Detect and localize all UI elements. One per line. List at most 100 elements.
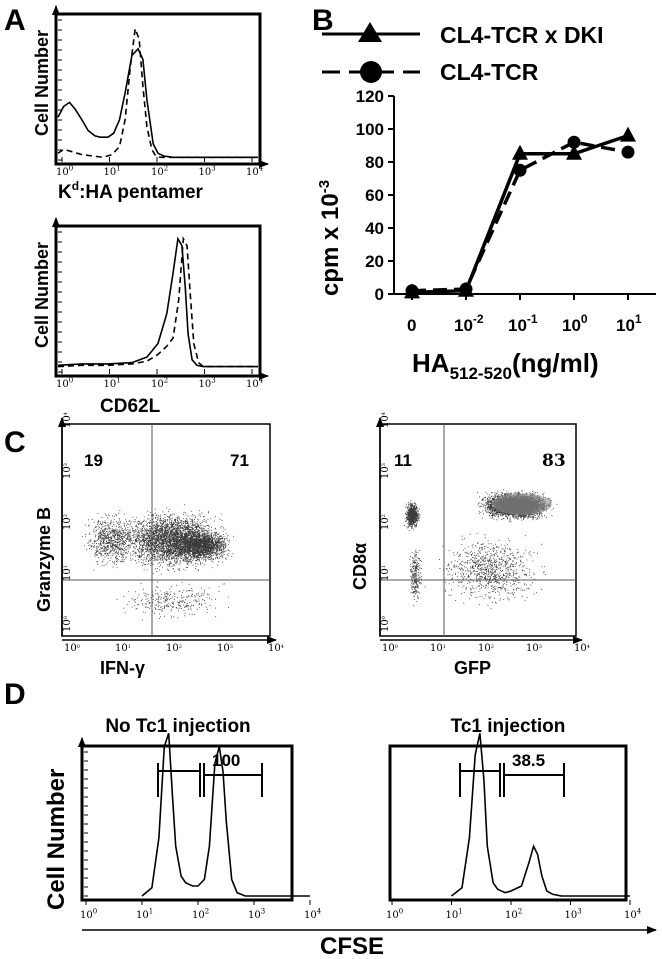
c-right-xlabel: GFP	[454, 658, 491, 678]
b-ytick-label: 60	[365, 186, 384, 205]
b-ytick-label: 40	[365, 219, 384, 238]
c-right-ytick-label: 101	[380, 565, 391, 581]
c-right-ytick-label: 104	[380, 412, 391, 428]
d-histograms: No Tc1 injection Tc1 injection 100 101 102…	[43, 716, 657, 959]
a-top-xlabel: Kd:HA pentamer	[58, 179, 204, 203]
d-left-tick-label: 104	[304, 908, 322, 922]
b-legend: CL4-TCR x DKI CL4-TCR	[322, 22, 604, 85]
c-right-xtick-label: 101	[430, 643, 446, 654]
b-ytick-label: 120	[356, 87, 384, 106]
c-right-frame	[379, 423, 577, 637]
b-point-circle	[567, 135, 581, 149]
a-bottom-tick-label: 102	[151, 377, 168, 391]
c-right-density-core	[492, 493, 552, 515]
d-left-frame	[80, 744, 294, 902]
b-point-triangle	[512, 144, 528, 160]
c-left-ylabel: Granzyme B	[34, 507, 54, 612]
c-right-xtick-label: 100	[382, 643, 398, 654]
a-top-curve-solid	[57, 47, 258, 159]
b-point-circle	[621, 145, 635, 159]
b-point-circle	[513, 163, 527, 177]
c-right-ytick-label: 100	[380, 616, 391, 632]
c-right-quadrant-top-left: 11	[394, 451, 412, 470]
panel-letter-d: D	[4, 678, 26, 711]
b-ytick-label: 0	[375, 285, 384, 304]
a-top-frame	[54, 12, 262, 166]
b-xtick-label: 100	[562, 312, 588, 335]
d-right-tick-label: 101	[446, 908, 463, 922]
c-left-xtick-label: 104	[268, 643, 284, 654]
b-ylabel: cpm x 10-3	[316, 180, 344, 296]
b-legend-label-dki: CL4-TCR x DKI	[440, 22, 604, 48]
b-point-circle	[405, 284, 419, 298]
d-xlabel: CFSE	[320, 933, 384, 959]
c-left-quadrant-top-left: 19	[84, 451, 103, 470]
d-right-gates	[459, 763, 565, 797]
b-xtick-label: 10-1	[508, 312, 538, 335]
c-left-xtick-label: 100	[64, 643, 80, 654]
b-xtick-label: 101	[616, 312, 642, 335]
c-left-xtick-label: 101	[115, 643, 131, 654]
b-point-triangle	[620, 126, 636, 142]
d-left-value-label: 100	[212, 751, 240, 770]
a-top-tick-label: 100	[56, 165, 73, 179]
b-point-triangle	[566, 144, 582, 160]
c-right-scatter: 100 100 101 101 102 102 103 103 104 104 11 83 CD8…	[350, 412, 590, 678]
a-bottom-tick-label: 103	[199, 377, 216, 391]
c-left-xtick-label: 103	[217, 643, 233, 654]
d-right-tick-label: 100	[386, 908, 403, 922]
c-right-ytick-label: 103	[380, 463, 391, 479]
d-left-tick-label: 100	[80, 908, 97, 922]
d-right-tick-label: 104	[624, 908, 642, 922]
b-ytick-label: 20	[365, 252, 384, 271]
b-series-line-1	[411, 140, 629, 293]
a-bottom-tick-label: 104	[246, 377, 264, 391]
b-point-circle	[459, 282, 473, 296]
c-left-ytick-label: 101	[62, 565, 73, 581]
b-xtick-label: 10-2	[454, 312, 484, 335]
c-right-quadrant-top-right: 83	[542, 451, 566, 471]
panel-letter-a: A	[4, 4, 26, 37]
a-top-tick-label: 104	[246, 165, 264, 179]
a-top-tick-label: 102	[151, 165, 168, 179]
d-left-tick-label: 103	[248, 908, 265, 922]
d-ylabel: Cell Number	[43, 769, 70, 910]
c-left-ytick-label: 100	[62, 616, 73, 632]
b-ytick-label: 100	[356, 120, 384, 139]
c-right-xtick-label: 104	[574, 643, 590, 654]
d-right-frame	[388, 744, 628, 902]
a-bottom-curve-solid	[57, 236, 258, 368]
d-left-curve-solid	[141, 733, 310, 897]
a-top-curve-dashed	[57, 28, 258, 159]
d-right-tick-label: 103	[565, 908, 582, 922]
c-left-ytick-label: 102	[62, 514, 73, 530]
a-bottom-histogram: 100 101 102 103 104 Cell Number CD62L	[32, 217, 269, 417]
a-bottom-ylabel: Cell Number	[32, 242, 52, 348]
panel-letter-c: C	[4, 426, 26, 459]
d-left-tick-label: 102	[192, 908, 209, 922]
a-top-tick-label: 101	[104, 165, 121, 179]
c-right-ytick-label: 102	[380, 514, 391, 530]
d-right-title: Tc1 injection	[451, 716, 566, 737]
c-left-scatter: 100 100 101 101 102 102 103 103 104 104 19 71 Gra…	[34, 412, 284, 678]
c-right-ylabel: CD8α	[350, 543, 370, 590]
b-legend-marker-circle	[360, 61, 382, 83]
c-left-events	[81, 504, 235, 621]
a-top-ylabel: Cell Number	[32, 30, 52, 136]
c-right-xtick-label: 102	[478, 643, 494, 654]
a-bottom-tick-label: 100	[56, 377, 73, 391]
b-legend-marker-triangle	[358, 22, 382, 42]
d-left-title: No Tc1 injection	[105, 716, 250, 737]
b-xtick-label: 0	[407, 316, 416, 335]
c-left-ytick-label: 103	[62, 463, 73, 479]
b-legend-label-cl4: CL4-TCR	[440, 59, 539, 85]
c-right-xtick-label: 103	[526, 643, 542, 654]
c-left-xlabel: IFN-γ	[100, 658, 145, 678]
a-bottom-xlabel: CD62L	[100, 396, 161, 417]
c-left-quadrant-top-right: 71	[230, 451, 249, 470]
b-xlabel: HA512-520(ng/ml)	[412, 348, 599, 383]
c-left-xtick-label: 102	[166, 643, 182, 654]
a-top-histogram: 100 101 102 103 104 Cell Number Kd:HA pentam…	[32, 5, 269, 203]
panel-letter-b: B	[312, 4, 334, 37]
